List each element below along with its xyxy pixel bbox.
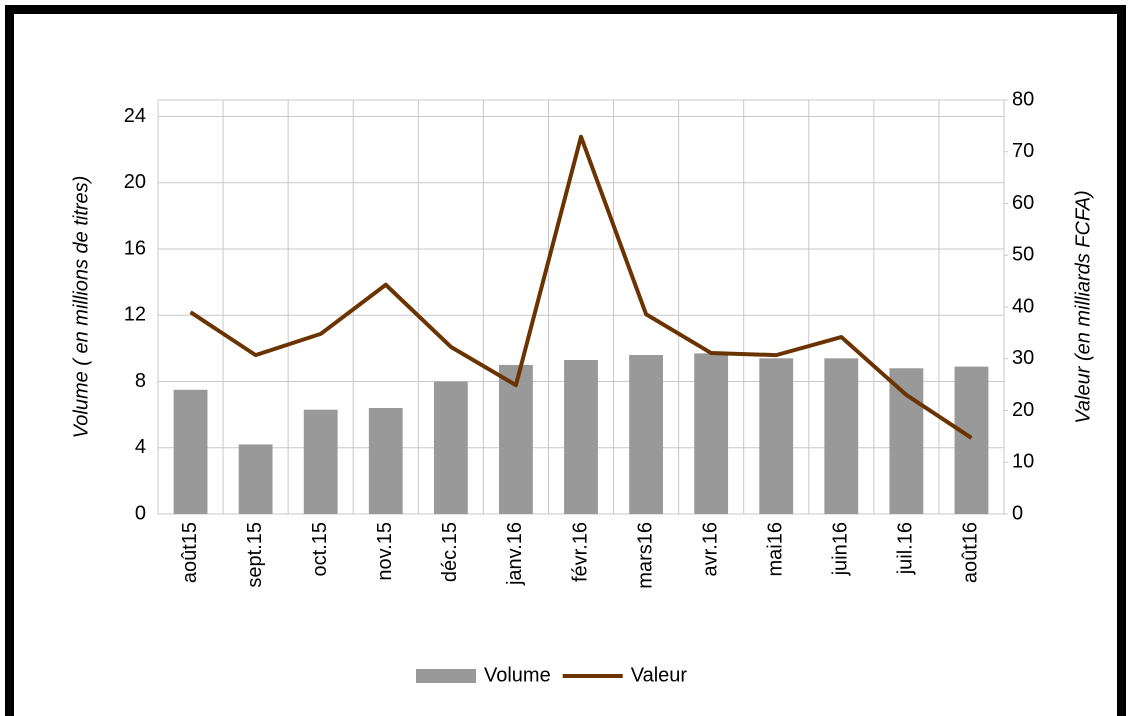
x-tick-label: janv.16: [504, 522, 526, 586]
x-tick-label: nov.15: [374, 522, 396, 581]
x-tick-label: mars16: [634, 522, 656, 589]
x-tick-label: août16: [960, 522, 982, 583]
bar: [433, 381, 468, 514]
bar: [303, 409, 338, 514]
y2-tick-label: 50: [1012, 244, 1034, 266]
x-tick-label: sept.15: [244, 522, 266, 588]
y2-tick-label: 80: [1012, 88, 1034, 110]
y2-tick-label: 10: [1012, 451, 1034, 473]
frame-left: [5, 5, 14, 716]
x-tick-label: oct.15: [309, 522, 331, 576]
bar: [629, 355, 663, 514]
legend-label: Volume: [484, 664, 551, 686]
line: [189, 134, 973, 440]
y2-tick-label: 20: [1012, 399, 1034, 421]
bar: [368, 408, 403, 514]
bar: [694, 353, 729, 514]
legend-swatch: [416, 669, 476, 683]
bar: [564, 359, 598, 514]
x-tick-label: juin16: [830, 522, 852, 576]
y2-tick-label: 70: [1012, 140, 1034, 162]
x-tick-label: août15: [179, 522, 201, 583]
frame-top: [5, 5, 1126, 14]
x-tick-label: avr.16: [699, 522, 721, 576]
y-tick-label: 20: [124, 171, 146, 193]
x-tick-label: mai16: [765, 522, 787, 576]
bar: [759, 358, 794, 514]
x-tick-label: juil.16: [895, 522, 917, 575]
y2-axis-title: Valeur (en milliards FCFA): [1072, 190, 1094, 423]
y-tick-label: 16: [124, 237, 146, 259]
y-tick-label: 12: [124, 304, 146, 326]
bar: [824, 358, 859, 514]
y2-tick-label: 0: [1012, 502, 1023, 524]
y2-tick-label: 40: [1012, 295, 1034, 317]
y-axis-title: Volume ( en millions de titres): [70, 176, 92, 439]
bar: [499, 364, 533, 514]
y-tick-label: 8: [135, 370, 146, 392]
y2-tick-label: 60: [1012, 192, 1034, 214]
y-tick-label: 4: [135, 436, 146, 458]
x-tick-label: déc.15: [439, 522, 461, 582]
x-tick-label: févr.16: [569, 522, 591, 582]
bar: [954, 366, 989, 514]
legend-label: Valeur: [631, 664, 688, 686]
bar: [238, 444, 273, 514]
y2-tick-label: 30: [1012, 347, 1034, 369]
y-tick-label: 0: [135, 502, 146, 524]
bar: [889, 368, 924, 514]
bar: [173, 389, 208, 514]
frame-right: [1117, 5, 1126, 716]
y-tick-label: 24: [124, 105, 146, 127]
